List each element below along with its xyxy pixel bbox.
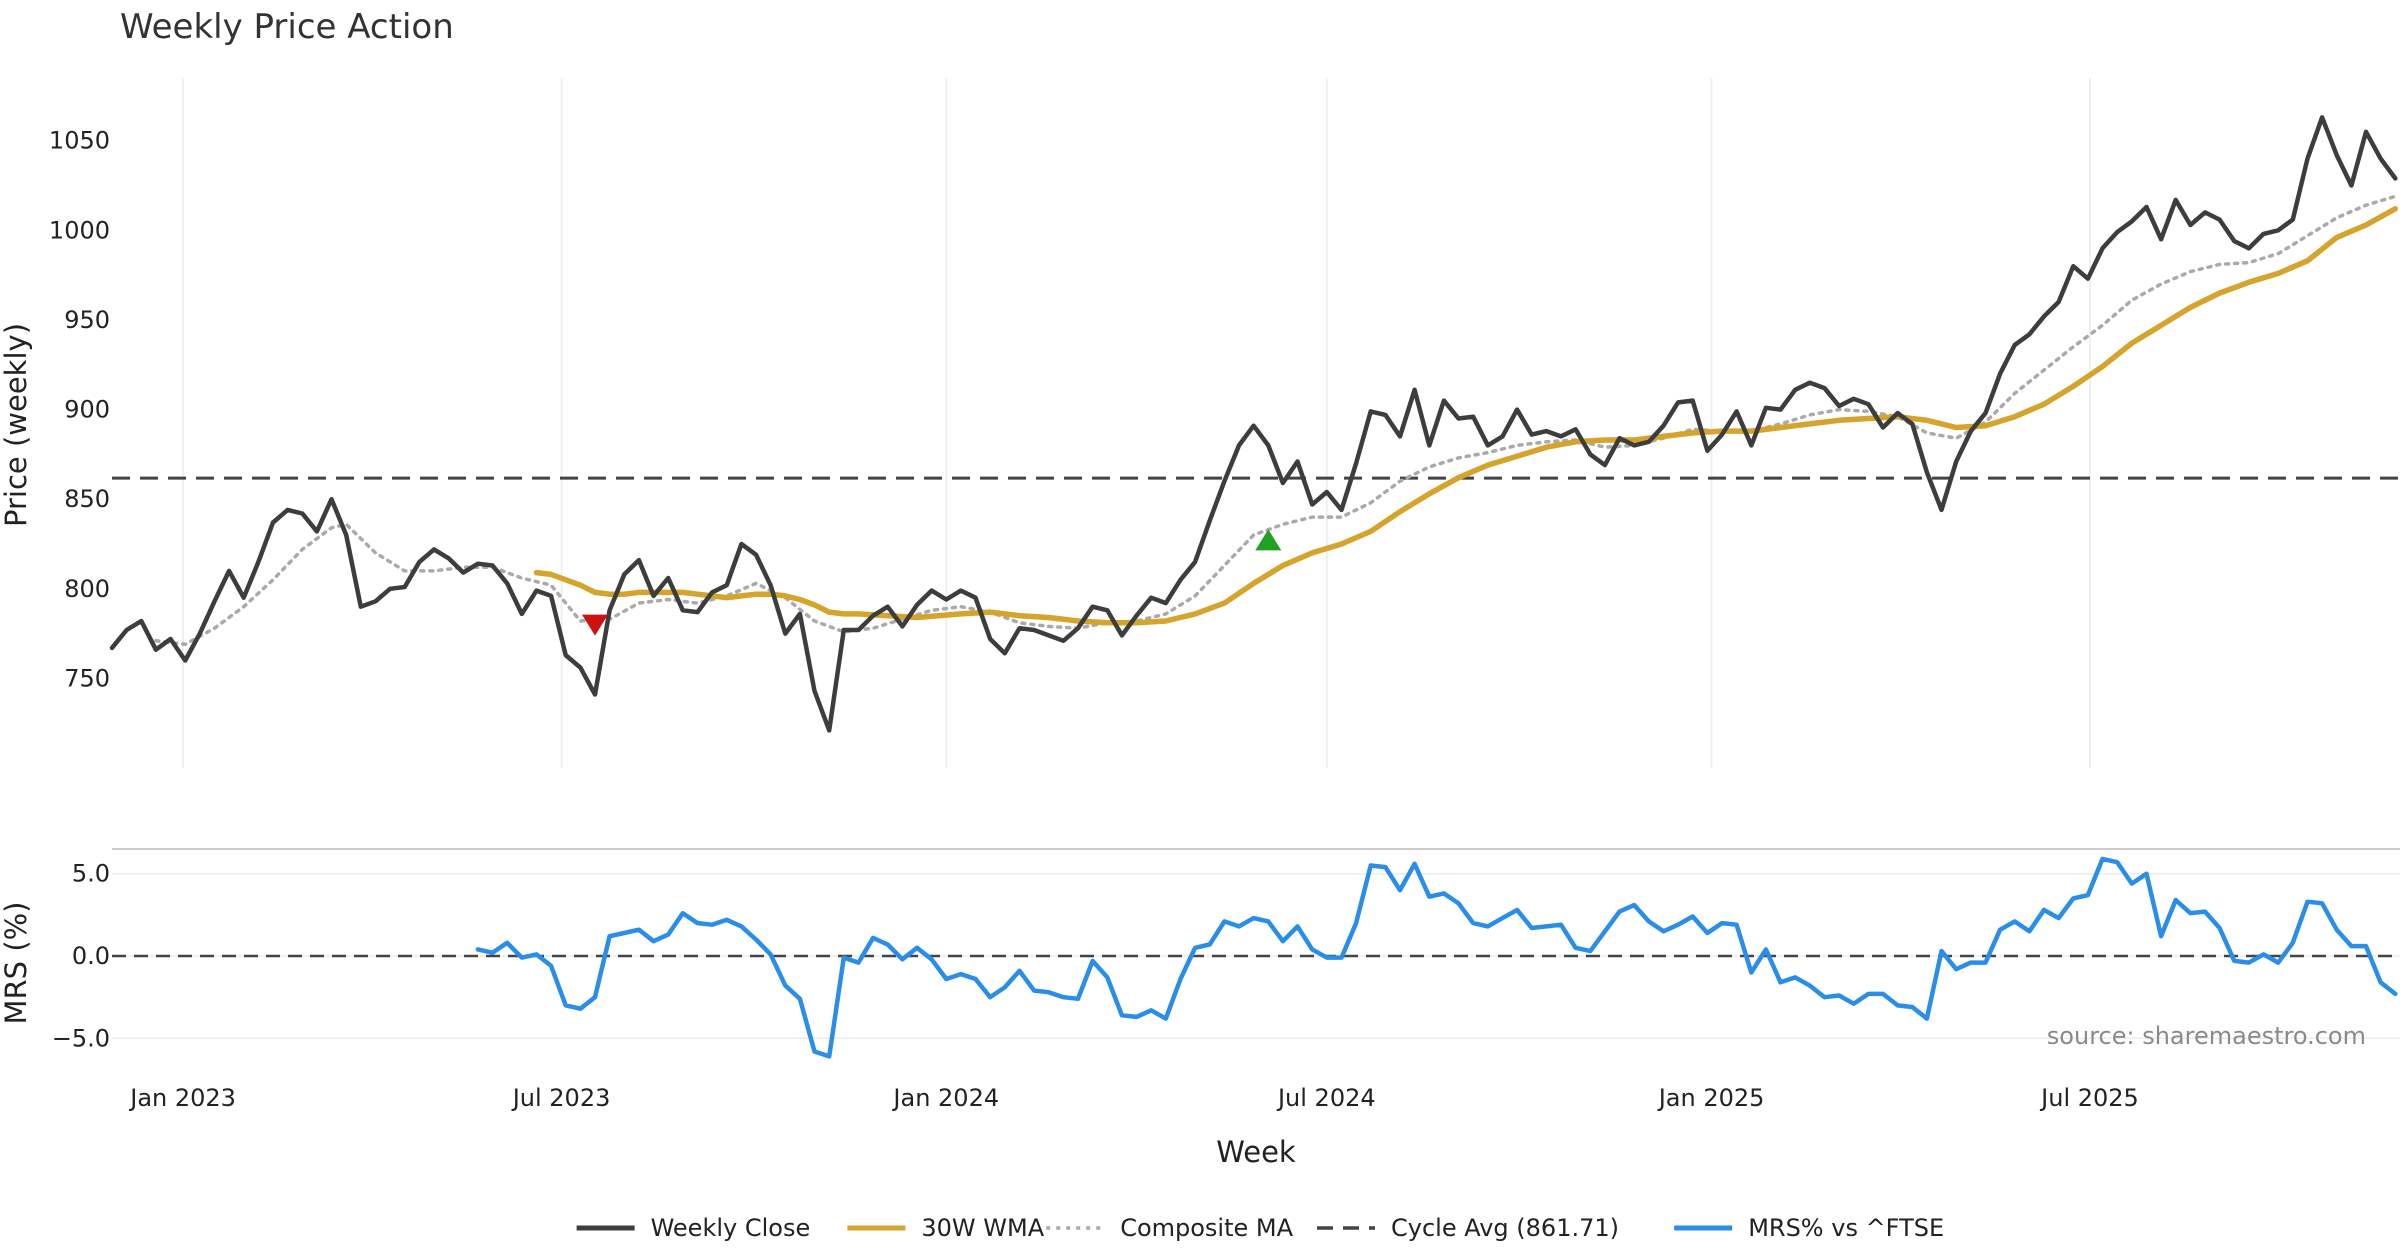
buy-signal-marker	[1255, 529, 1282, 551]
price-y-tick-label: 800	[64, 575, 110, 603]
series-weekly-close	[109, 115, 2398, 733]
price-y-tick-label: 750	[64, 664, 110, 692]
x-tick-label: Jan 2024	[891, 1084, 999, 1112]
price-gridlines	[182, 78, 2091, 768]
series-mrs-vs-ftse	[475, 856, 2398, 1059]
price-y-axis-label: Price (weekly)	[0, 323, 33, 527]
legend-label: Composite MA	[1120, 1214, 1293, 1242]
legend-label: Weekly Close	[651, 1214, 811, 1242]
x-tick-label: Jul 2023	[511, 1084, 611, 1112]
x-tick-label: Jul 2024	[1276, 1084, 1376, 1112]
mrs-panel: −5.0 0.0 5.0 MRS (%) source: sharemaestro.…	[0, 848, 2400, 1059]
price-panel: 750 800 850 900 950 1000 1050 Price (weekly)	[0, 78, 2400, 768]
mrs-series-group	[475, 856, 2398, 1059]
price-series-group	[109, 115, 2399, 733]
signal-markers	[582, 529, 1282, 636]
legend-item: 30W WMA	[847, 1214, 1045, 1242]
price-y-tick-label: 900	[64, 396, 110, 424]
series-30w-wma	[533, 206, 2399, 626]
mrs-y-tick-label: −5.0	[52, 1024, 110, 1052]
legend-item: MRS% vs ^FTSE	[1674, 1214, 1944, 1242]
price-y-ticks: 750 800 850 900 950 1000 1050	[49, 127, 110, 693]
chart-title: Weekly Price Action	[120, 7, 454, 47]
legend-item: Cycle Avg (861.71)	[1317, 1214, 1619, 1242]
mrs-y-axis-label: MRS (%)	[0, 902, 33, 1025]
price-y-tick-label: 1050	[49, 127, 110, 155]
mrs-y-tick-label: 0.0	[72, 942, 110, 970]
legend-label: Cycle Avg (861.71)	[1391, 1214, 1619, 1242]
mrs-y-tick-label: 5.0	[72, 860, 110, 888]
mrs-y-ticks: −5.0 0.0 5.0	[52, 860, 110, 1053]
series-composite-ma	[154, 194, 2398, 647]
x-axis-ticks: Jan 2023 Jul 2023 Jan 2024 Jul 2024 Jan 2025…	[128, 1084, 2139, 1112]
x-axis-label: Week	[1216, 1135, 1296, 1169]
x-tick-label: Jan 2025	[1657, 1084, 1765, 1112]
price-y-tick-label: 850	[64, 485, 110, 513]
legend: Weekly Close 30W WMA Composite MA Cycle Avg…	[576, 1214, 1944, 1242]
x-tick-label: Jan 2023	[128, 1084, 236, 1112]
legend-label: 30W WMA	[921, 1214, 1044, 1242]
legend-item: Composite MA	[1046, 1214, 1294, 1242]
price-y-tick-label: 950	[64, 306, 110, 334]
x-tick-label: Jul 2025	[2039, 1084, 2139, 1112]
legend-label: MRS% vs ^FTSE	[1748, 1214, 1944, 1242]
legend-item: Weekly Close	[576, 1214, 811, 1242]
source-label: source: sharemaestro.com	[2047, 1022, 2366, 1050]
price-y-tick-label: 1000	[49, 216, 110, 244]
sell-signal-marker	[582, 614, 608, 636]
